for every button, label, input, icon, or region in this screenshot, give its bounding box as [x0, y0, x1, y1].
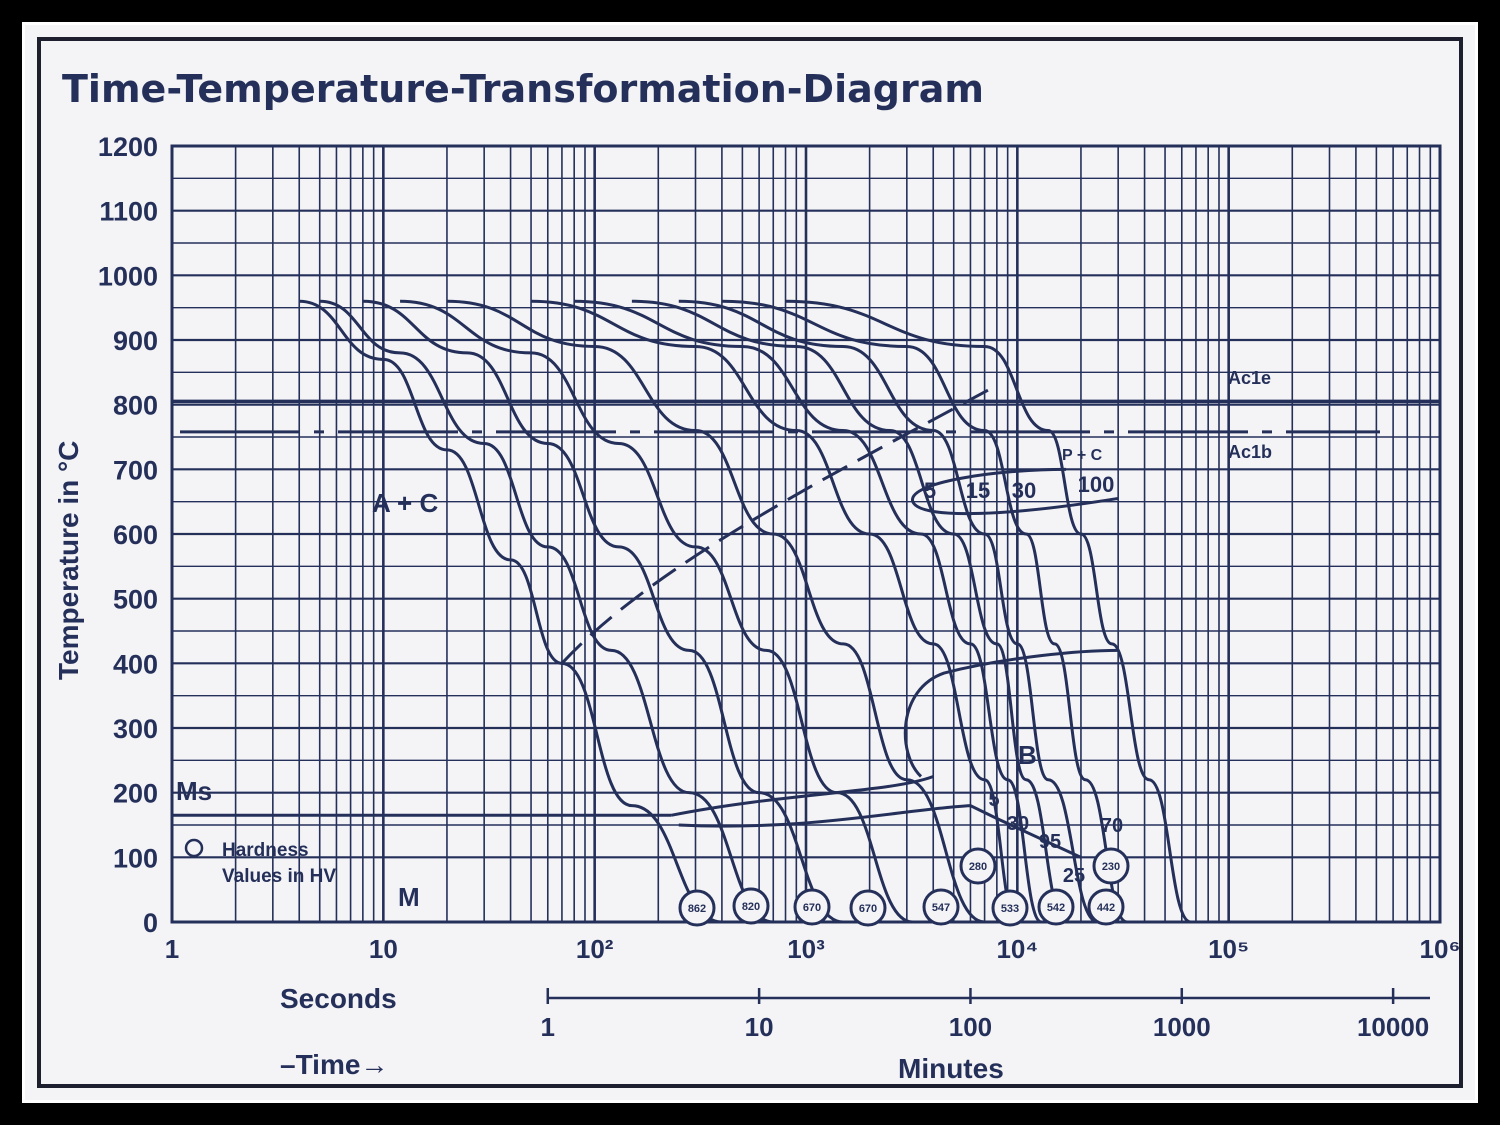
hardness-value-label: 542: [1047, 902, 1065, 914]
pearlite-start-curve: [911, 467, 1067, 503]
cooling-curve: [362, 299, 844, 924]
x-tick-label-seconds: 10⁶: [1420, 934, 1461, 964]
pearlite-percent-label: 5: [924, 478, 936, 503]
cooling-curves: [299, 299, 1192, 924]
cooling-curve: [678, 299, 1099, 924]
y-tick-label: 600: [113, 520, 158, 550]
y-tick-label: 500: [113, 585, 158, 615]
hardness-marker: [1092, 847, 1130, 885]
hardness-value-label: 820: [742, 901, 760, 913]
bainite-percent-label: 95: [1039, 831, 1061, 853]
pearlite-percent-label: 100: [1078, 472, 1115, 497]
hardness-value-label: 280: [969, 861, 987, 873]
hardness-value-label: 230: [1102, 861, 1120, 873]
chart-border: [37, 37, 1463, 1088]
x-tick-label-seconds: 10⁵: [1208, 934, 1249, 964]
hardness-value-label: 533: [1001, 903, 1019, 915]
hardness-marker: [922, 888, 960, 926]
cooling-curve: [785, 299, 1192, 924]
pearlite-percent-label: 15: [966, 478, 990, 503]
plot-grid: [170, 144, 1442, 924]
ac1b-label: Ac1b: [1228, 442, 1272, 462]
cooling-curve: [299, 299, 723, 924]
y-tick-label: 800: [113, 391, 158, 421]
bainite-percent-label: 70: [1101, 815, 1123, 837]
ms-label: Ms: [176, 776, 212, 806]
x-tick-label-minutes: 10000: [1357, 1012, 1429, 1042]
y-tick-label: 1000: [98, 261, 158, 291]
cooling-curve: [446, 299, 985, 924]
hardness-marker: [991, 889, 1029, 927]
cooling-curve: [400, 299, 913, 924]
hardness-legend-line2: Values in HV: [222, 866, 336, 887]
x-tick-label-minutes: 1000: [1153, 1012, 1211, 1042]
x-axis-ticks: 1 10 10² 10³ 10⁴ 10⁵ 10⁶ 1 10 100 1000 10000: [165, 934, 1461, 1042]
carbide-precipitation-line: [560, 383, 998, 665]
x-tick-label-seconds: 10³: [787, 934, 825, 964]
transformation-annotations: 5 15 30 100 5 30 95 70 25 862 820 670 670 547 533 542 44…: [172, 383, 1440, 927]
hardness-value-label: 670: [803, 902, 821, 914]
cooling-curve: [631, 299, 1067, 924]
cooling-curve: [721, 299, 1128, 924]
y-tick-label: 400: [113, 649, 158, 679]
y-tick-label: 1100: [99, 197, 158, 227]
hardness-value-label: 547: [932, 902, 950, 914]
minutes-label: Minutes: [898, 1053, 1004, 1084]
y-tick-label: 1200: [98, 132, 158, 162]
ac1e-label: Ac1e: [1228, 368, 1271, 388]
time-arrow-label: –Time→: [280, 1049, 388, 1080]
hardness-marker: [959, 847, 997, 885]
cooling-curve: [531, 299, 1019, 924]
region-p-plus-c: P + C: [1062, 447, 1103, 464]
region-martensite: M: [398, 882, 420, 912]
bainite-finish-curve: [678, 804, 1082, 859]
x-tick-label-seconds: 10: [369, 934, 398, 964]
cooling-curve: [319, 299, 774, 924]
hardness-value-label: 442: [1097, 902, 1115, 914]
hardness-legend-icon: [184, 838, 204, 858]
y-tick-label: 100: [113, 843, 158, 873]
bainite-percent-label: 25: [1063, 865, 1085, 887]
y-tick-label: 200: [113, 779, 158, 809]
y-tick-label: 300: [113, 714, 158, 744]
hardness-marker: [1037, 888, 1075, 926]
x-tick-label-minutes: 100: [949, 1012, 992, 1042]
ms-transition-curve: [670, 775, 934, 817]
chart-title: Time-Temperature-Transformation-Diagram: [62, 67, 984, 111]
hardness-value-label: 862: [688, 903, 706, 915]
hardness-marker: [732, 887, 770, 925]
x-tick-label-minutes: 1: [541, 1012, 555, 1042]
bainite-percent-label: 5: [988, 789, 999, 811]
y-tick-label: 0: [143, 908, 158, 938]
hardness-value-label: 670: [859, 903, 877, 915]
x-tick-label-minutes: 10: [745, 1012, 774, 1042]
region-a-plus-c: A + C: [372, 488, 438, 518]
cooling-curve: [574, 299, 1043, 924]
y-tick-label: 900: [113, 326, 158, 356]
hardness-marker: [678, 889, 716, 927]
region-bainite: B: [1018, 740, 1037, 770]
seconds-label: Seconds: [280, 983, 397, 1014]
hardness-legend-line1: Hardness: [222, 840, 309, 861]
x-tick-label-seconds: 1: [165, 934, 179, 964]
hardness-marker: [793, 888, 831, 926]
bainite-start-curve: [903, 648, 1119, 778]
hardness-marker: [849, 889, 887, 927]
bainite-percent-label: 30: [1007, 813, 1029, 835]
y-axis-ticks: 0 100 200 300 400 500 600 700 800 900 1000 1100 1200: [98, 132, 158, 938]
pearlite-finish-curve: [911, 496, 1119, 516]
y-axis-label: Temperature in °C: [53, 441, 84, 680]
x-tick-label-seconds: 10⁴: [996, 934, 1038, 964]
x-tick-label-seconds: 10²: [576, 934, 614, 964]
hardness-marker: [1087, 888, 1125, 926]
y-tick-label: 700: [113, 455, 158, 485]
pearlite-percent-label: 30: [1012, 478, 1036, 503]
